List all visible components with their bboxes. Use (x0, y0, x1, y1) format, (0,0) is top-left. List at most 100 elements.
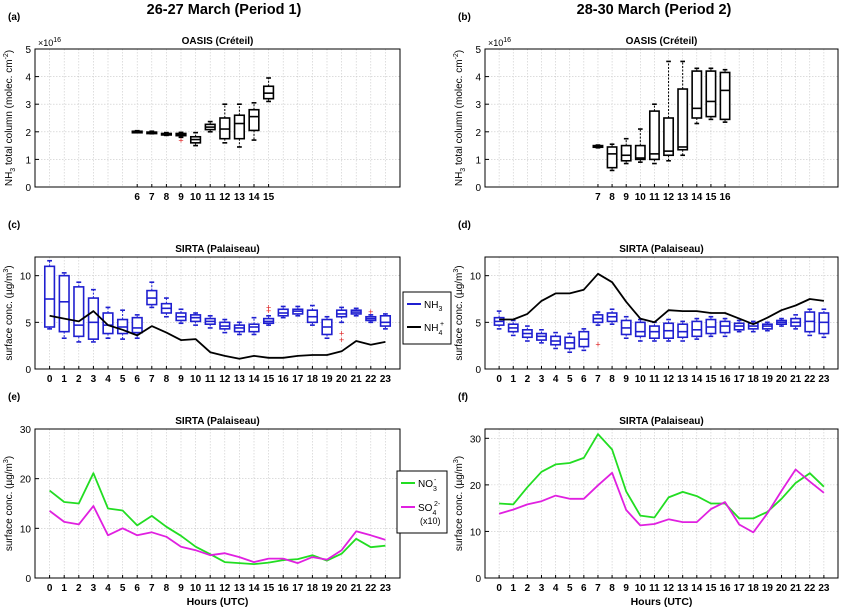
x-tick-label: 12 (219, 374, 231, 385)
x-tick-label: 18 (748, 374, 760, 385)
x-tick-label: 4 (553, 374, 559, 385)
legend-label-extra: (x10) (420, 516, 441, 526)
panel-label: (f) (458, 392, 468, 403)
box-6 (578, 328, 590, 352)
y-tick-label: 10 (470, 272, 482, 283)
x-tick-label: 20 (776, 583, 788, 594)
plot-frame (484, 256, 839, 370)
box-body (663, 117, 675, 157)
x-tick-label: 22 (804, 374, 816, 385)
panel-title: SIRTA (Palaiseau) (619, 416, 703, 427)
x-tick-label: 13 (677, 192, 689, 203)
x-tick-label: 15 (705, 583, 717, 594)
y-multiplier: ×1016 (488, 37, 511, 48)
box-14 (691, 67, 703, 125)
y-axis-label: surface conc. (µg/m3) (453, 456, 465, 551)
box-17 (733, 319, 745, 333)
x-tick-label: 14 (248, 583, 260, 594)
outlier: + (266, 302, 271, 312)
x-tick-label: 4 (105, 374, 111, 385)
box-body (677, 323, 689, 339)
x-tick-label: 12 (219, 583, 231, 594)
panel-title: SIRTA (Palaiseau) (619, 244, 703, 255)
x-tick-label: 13 (677, 583, 689, 594)
x-tick-label: 23 (818, 583, 830, 594)
x-tick-label: 11 (649, 583, 660, 594)
box-9 (175, 308, 187, 325)
legend-no3-so4: NO3- SO42-(x10) (396, 470, 448, 534)
box-body (719, 320, 731, 334)
y-axis-label: surface conc. (µg/m3) (3, 265, 15, 360)
x-tick-label: 7 (149, 374, 155, 385)
plot-frame (34, 256, 401, 370)
x-tick-label: 13 (234, 192, 246, 203)
y-tick-label: 0 (25, 183, 31, 194)
period-1-title: 26-27 March (Period 1) (147, 2, 302, 18)
series-line-SO42- (x10) (49, 505, 386, 564)
y-tick-label: 2 (25, 128, 31, 139)
x-tick-label: 11 (649, 374, 660, 385)
x-tick-label: 22 (365, 374, 377, 385)
y-tick-label: 1 (475, 155, 481, 166)
y-tick-label: 20 (470, 481, 482, 492)
box-21 (790, 314, 802, 330)
box-8 (160, 131, 173, 137)
box-21 (350, 307, 362, 317)
panel-title: OASIS (Créteil) (626, 36, 698, 47)
panel-title: SIRTA (Palaiseau) (175, 416, 259, 427)
x-tick-label: 6 (134, 192, 140, 203)
box-2 (73, 281, 85, 343)
box-15 (705, 67, 717, 121)
outlier: + (339, 329, 344, 339)
box-18 (306, 304, 319, 326)
y-tick-label: 10 (20, 524, 32, 535)
x-tick-label: 12 (219, 192, 231, 203)
y-tick-label: 0 (475, 574, 481, 585)
box-7 (146, 130, 158, 135)
x-tick-label: 11 (205, 192, 216, 203)
x-tick-label: 8 (609, 192, 615, 203)
y-tick-label: 3 (25, 100, 31, 111)
x-tick-label: 3 (91, 374, 97, 385)
y-axis-label: surface conc. (µg/m3) (453, 265, 465, 360)
x-tick-label: 18 (307, 583, 319, 594)
x-tick-label: 6 (581, 374, 587, 385)
x-tick-label: 10 (190, 583, 202, 594)
legend-box (396, 470, 448, 534)
box-body (248, 323, 260, 333)
x-tick-label: 8 (609, 374, 615, 385)
box-body (248, 108, 260, 132)
x-tick-label: 3 (539, 583, 545, 594)
x-tick-label: 5 (120, 583, 126, 594)
x-tick-label: 22 (804, 583, 816, 594)
x-tick-label: 7 (595, 192, 601, 203)
box-body (634, 321, 646, 338)
outlier: + (368, 307, 373, 317)
box-3 (87, 288, 100, 343)
box-9 (620, 315, 632, 340)
box-body (705, 70, 717, 118)
x-tick-label: 2 (525, 583, 531, 594)
x-tick-label: 0 (47, 374, 53, 385)
box-11 (648, 321, 660, 342)
y-axis-label: surface conc. (µg/m3) (3, 456, 15, 551)
y-tick-label: 5 (475, 318, 481, 329)
legend-label: NO3- (418, 477, 437, 493)
box-8 (606, 143, 618, 172)
box-9 (620, 137, 632, 165)
x-tick-label: 6 (134, 583, 140, 594)
box-body (131, 316, 143, 334)
legend-nh3-nh4: NH3 NH4+ (402, 291, 452, 345)
outlier: + (266, 306, 271, 316)
box-2 (521, 325, 533, 342)
x-tick-label: 10 (635, 583, 647, 594)
box-10 (634, 318, 646, 342)
x-tick-label: 8 (164, 374, 170, 385)
box-14 (248, 102, 260, 141)
period-2-title: 28-30 March (Period 2) (577, 2, 732, 18)
box-18 (747, 320, 759, 333)
box-body (379, 314, 392, 327)
